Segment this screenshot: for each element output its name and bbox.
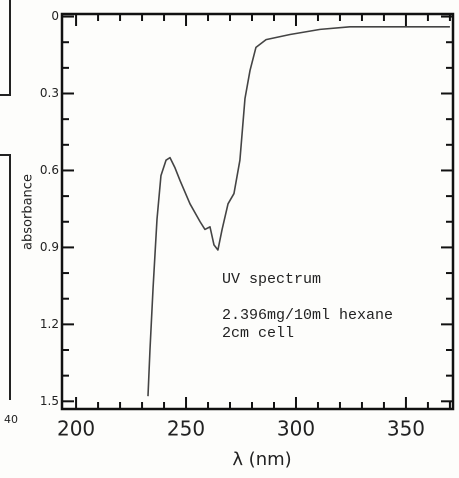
plot-frame bbox=[60, 12, 455, 411]
y-axis-label: absorbance bbox=[21, 174, 36, 250]
x-axis-label: λ (nm) bbox=[232, 449, 291, 470]
annotation: UV spectrum bbox=[222, 271, 321, 288]
x-tick-label: 300 bbox=[277, 417, 315, 441]
fragment-label: 40 bbox=[4, 413, 18, 426]
x-tick-label: 250 bbox=[167, 417, 205, 441]
y-tick-label: 0.3 bbox=[40, 86, 59, 100]
y-tick-label: 0.9 bbox=[40, 240, 59, 254]
y-tick-label: 1.2 bbox=[40, 317, 59, 331]
y-tick-label: 1.5 bbox=[40, 394, 59, 408]
spectrum-line bbox=[147, 26, 450, 397]
y-tick-label: 0 bbox=[51, 9, 59, 23]
x-tick-label: 200 bbox=[57, 417, 95, 441]
left-fragment bbox=[0, 0, 11, 400]
annotation: 2cm cell bbox=[222, 325, 294, 342]
annotation: 2.396mg/10ml hexane bbox=[222, 307, 393, 324]
y-tick-label: 0.6 bbox=[40, 163, 59, 177]
x-tick-label: 350 bbox=[387, 417, 425, 441]
